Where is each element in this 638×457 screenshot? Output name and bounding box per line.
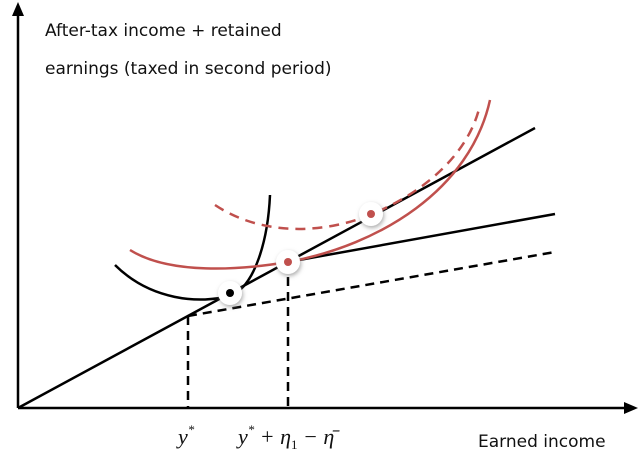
- tangency-point: [276, 250, 300, 274]
- indifference-curve: [214, 104, 482, 231]
- dashed-line: [187, 250, 556, 318]
- marker-sub: 1: [291, 437, 298, 452]
- marker-term: − η̄: [298, 424, 341, 449]
- x-arrow: [624, 402, 638, 414]
- x-marker-label: y*: [176, 422, 195, 449]
- y-axis-label: After-tax income + retained: [45, 21, 282, 41]
- marker-base: y: [236, 424, 248, 449]
- x-axis-label: Earned income: [478, 432, 606, 452]
- tangency-point: [359, 202, 383, 226]
- y-axis-label: earnings (taxed in second period): [45, 59, 332, 79]
- marker-sup: *: [188, 422, 195, 437]
- marker-base: y: [176, 424, 188, 449]
- indifference-curve: [129, 99, 492, 270]
- tangency-point: [218, 281, 242, 305]
- budget-line: [17, 126, 536, 410]
- y-arrow: [12, 2, 24, 16]
- kinked-line: [287, 212, 556, 264]
- marker-term: + η: [254, 424, 291, 449]
- x-marker-label: y* + η1 − η̄: [236, 422, 340, 452]
- indifference-curve: [114, 194, 272, 301]
- marker-sup: *: [248, 422, 255, 437]
